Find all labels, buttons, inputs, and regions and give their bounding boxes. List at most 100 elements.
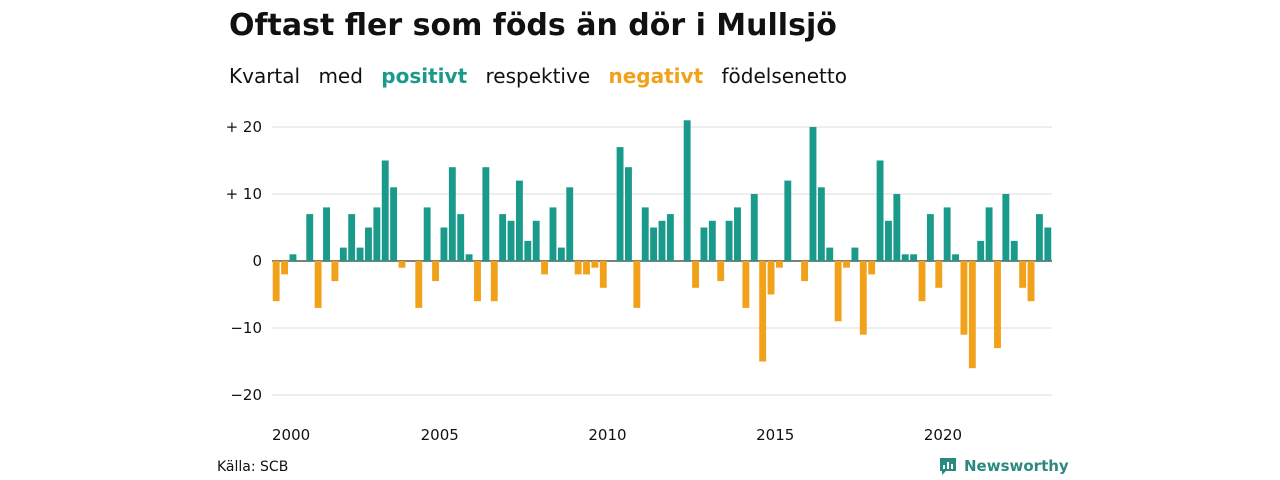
bar-positive: [851, 247, 859, 261]
subtitle-word: respektive: [485, 64, 591, 88]
bar-positive: [876, 160, 884, 261]
bar-positive: [943, 207, 951, 261]
bar-positive: [683, 120, 691, 261]
bar-positive: [708, 220, 716, 261]
bar-positive: [507, 220, 515, 261]
subtitle-word: med: [318, 64, 363, 88]
bar-negative: [432, 261, 439, 282]
bar-positive: [465, 254, 473, 261]
bar-positive: [381, 160, 389, 261]
chart-subtitle: Kvartal med positivt respektive negativt…: [229, 64, 859, 88]
bar-negative: [1019, 261, 1027, 288]
bar-negative: [918, 261, 926, 302]
bar-positive: [356, 247, 364, 261]
brand-logo[interactable]: Newsworthy: [938, 456, 1069, 476]
bar-positive: [650, 227, 658, 261]
bar-negative: [591, 261, 599, 268]
bar-positive: [557, 247, 565, 261]
bar-positive: [616, 147, 624, 261]
bar-positive: [390, 187, 398, 261]
x-tick-label: 2015: [756, 426, 794, 444]
bar-negative: [717, 261, 725, 282]
bar-positive: [482, 167, 490, 261]
y-tick-label: −20: [230, 386, 262, 404]
x-tick-label: 2020: [924, 426, 962, 444]
bar-negative: [767, 261, 775, 295]
bar-positive: [910, 254, 918, 261]
bar-negative: [574, 261, 582, 275]
bar-positive: [423, 207, 431, 261]
bar-positive: [1035, 214, 1043, 261]
bar-positive: [549, 207, 557, 261]
chart-title: Oftast fler som föds än dör i Mullsjö: [229, 8, 837, 43]
y-axis: + 20 + 10 0 −10 −20: [226, 118, 262, 404]
x-tick-label: 2010: [588, 426, 626, 444]
bar-positive: [448, 167, 456, 261]
source-note: Källa: SCB: [217, 459, 289, 475]
bar-positive: [817, 187, 825, 261]
bar-negative: [834, 261, 842, 322]
bar-negative: [281, 261, 289, 275]
bar-negative: [859, 261, 867, 335]
bar-negative: [843, 261, 850, 268]
bar-negative: [474, 261, 481, 302]
bar-negative: [868, 261, 876, 275]
bar-positive: [289, 254, 297, 261]
bar-negative: [935, 261, 943, 288]
bar-positive: [826, 247, 834, 261]
bar-negative: [994, 261, 1001, 349]
bar-positive: [725, 220, 733, 261]
bar-positive: [625, 167, 632, 261]
bar-negative: [599, 261, 607, 288]
bar-negative: [801, 261, 809, 282]
y-tick-label: −10: [230, 319, 262, 337]
bar-negative: [775, 261, 783, 268]
bar-positive: [985, 207, 993, 261]
bar-positive: [750, 194, 758, 261]
bar-negative: [490, 261, 498, 302]
bars: [272, 120, 1052, 369]
bar-positive: [365, 227, 372, 261]
bar-positive: [348, 214, 356, 261]
bar-positive: [532, 220, 540, 261]
legend-positive: positivt: [381, 64, 468, 88]
bar-negative: [398, 261, 406, 268]
bar-negative: [331, 261, 339, 282]
subtitle-word: födelsenetto: [721, 64, 847, 88]
bar-positive: [893, 194, 901, 261]
bar-positive: [499, 214, 507, 261]
bar-positive: [700, 227, 708, 261]
bar-positive: [1010, 240, 1018, 261]
bar-positive: [323, 207, 330, 261]
bar-negative: [968, 261, 976, 369]
bar-negative: [633, 261, 641, 308]
bar-negative: [541, 261, 549, 275]
bar-negative: [583, 261, 590, 275]
x-tick-label: 2000: [272, 426, 310, 444]
bar-positive: [926, 214, 934, 261]
x-axis: 2000 2005 2010 2015 2020: [272, 426, 962, 444]
bar-positive: [809, 127, 817, 261]
subtitle-word: Kvartal: [229, 64, 301, 88]
bar-negative: [960, 261, 968, 335]
bar-positive: [666, 214, 674, 261]
newsworthy-logo-icon: [940, 458, 956, 475]
bar-positive: [658, 220, 666, 261]
y-tick-label: 0: [252, 252, 262, 270]
bar-positive: [952, 254, 959, 261]
bar-negative: [742, 261, 750, 308]
bar-negative: [272, 261, 280, 302]
bar-negative: [692, 261, 699, 288]
bar-positive: [784, 180, 792, 261]
bar-positive: [641, 207, 649, 261]
bar-positive: [524, 240, 532, 261]
bar-positive: [977, 240, 985, 261]
bar-positive: [457, 214, 465, 261]
bar-positive: [1044, 227, 1052, 261]
bar-positive: [1002, 194, 1010, 261]
bar-positive: [901, 254, 909, 261]
bar-positive: [306, 214, 314, 261]
brand-name: Newsworthy: [964, 457, 1069, 475]
bar-negative: [415, 261, 423, 308]
